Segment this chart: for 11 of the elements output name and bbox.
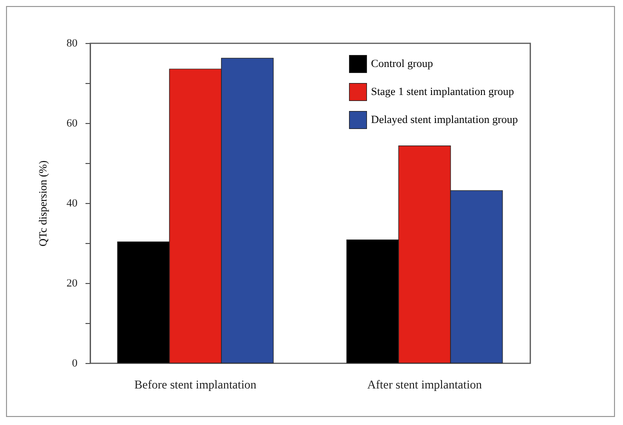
legend-label: Control group — [371, 58, 434, 70]
x-tick-label: Before stent implantation — [134, 378, 256, 392]
legend-label: Delayed stent implantation group — [371, 114, 518, 126]
y-tick-label: 0 — [72, 358, 78, 370]
x-tick-label: After stent implantation — [367, 378, 482, 392]
y-tick-label: 80 — [66, 38, 78, 50]
legend-label: Stage 1 stent implantation group — [371, 86, 514, 98]
y-tick-label: 40 — [66, 198, 78, 210]
y-tick-label: 60 — [66, 118, 78, 130]
y-tick-label: 20 — [66, 278, 78, 290]
y-axis-title: QTc dispersion (%) — [38, 160, 50, 246]
